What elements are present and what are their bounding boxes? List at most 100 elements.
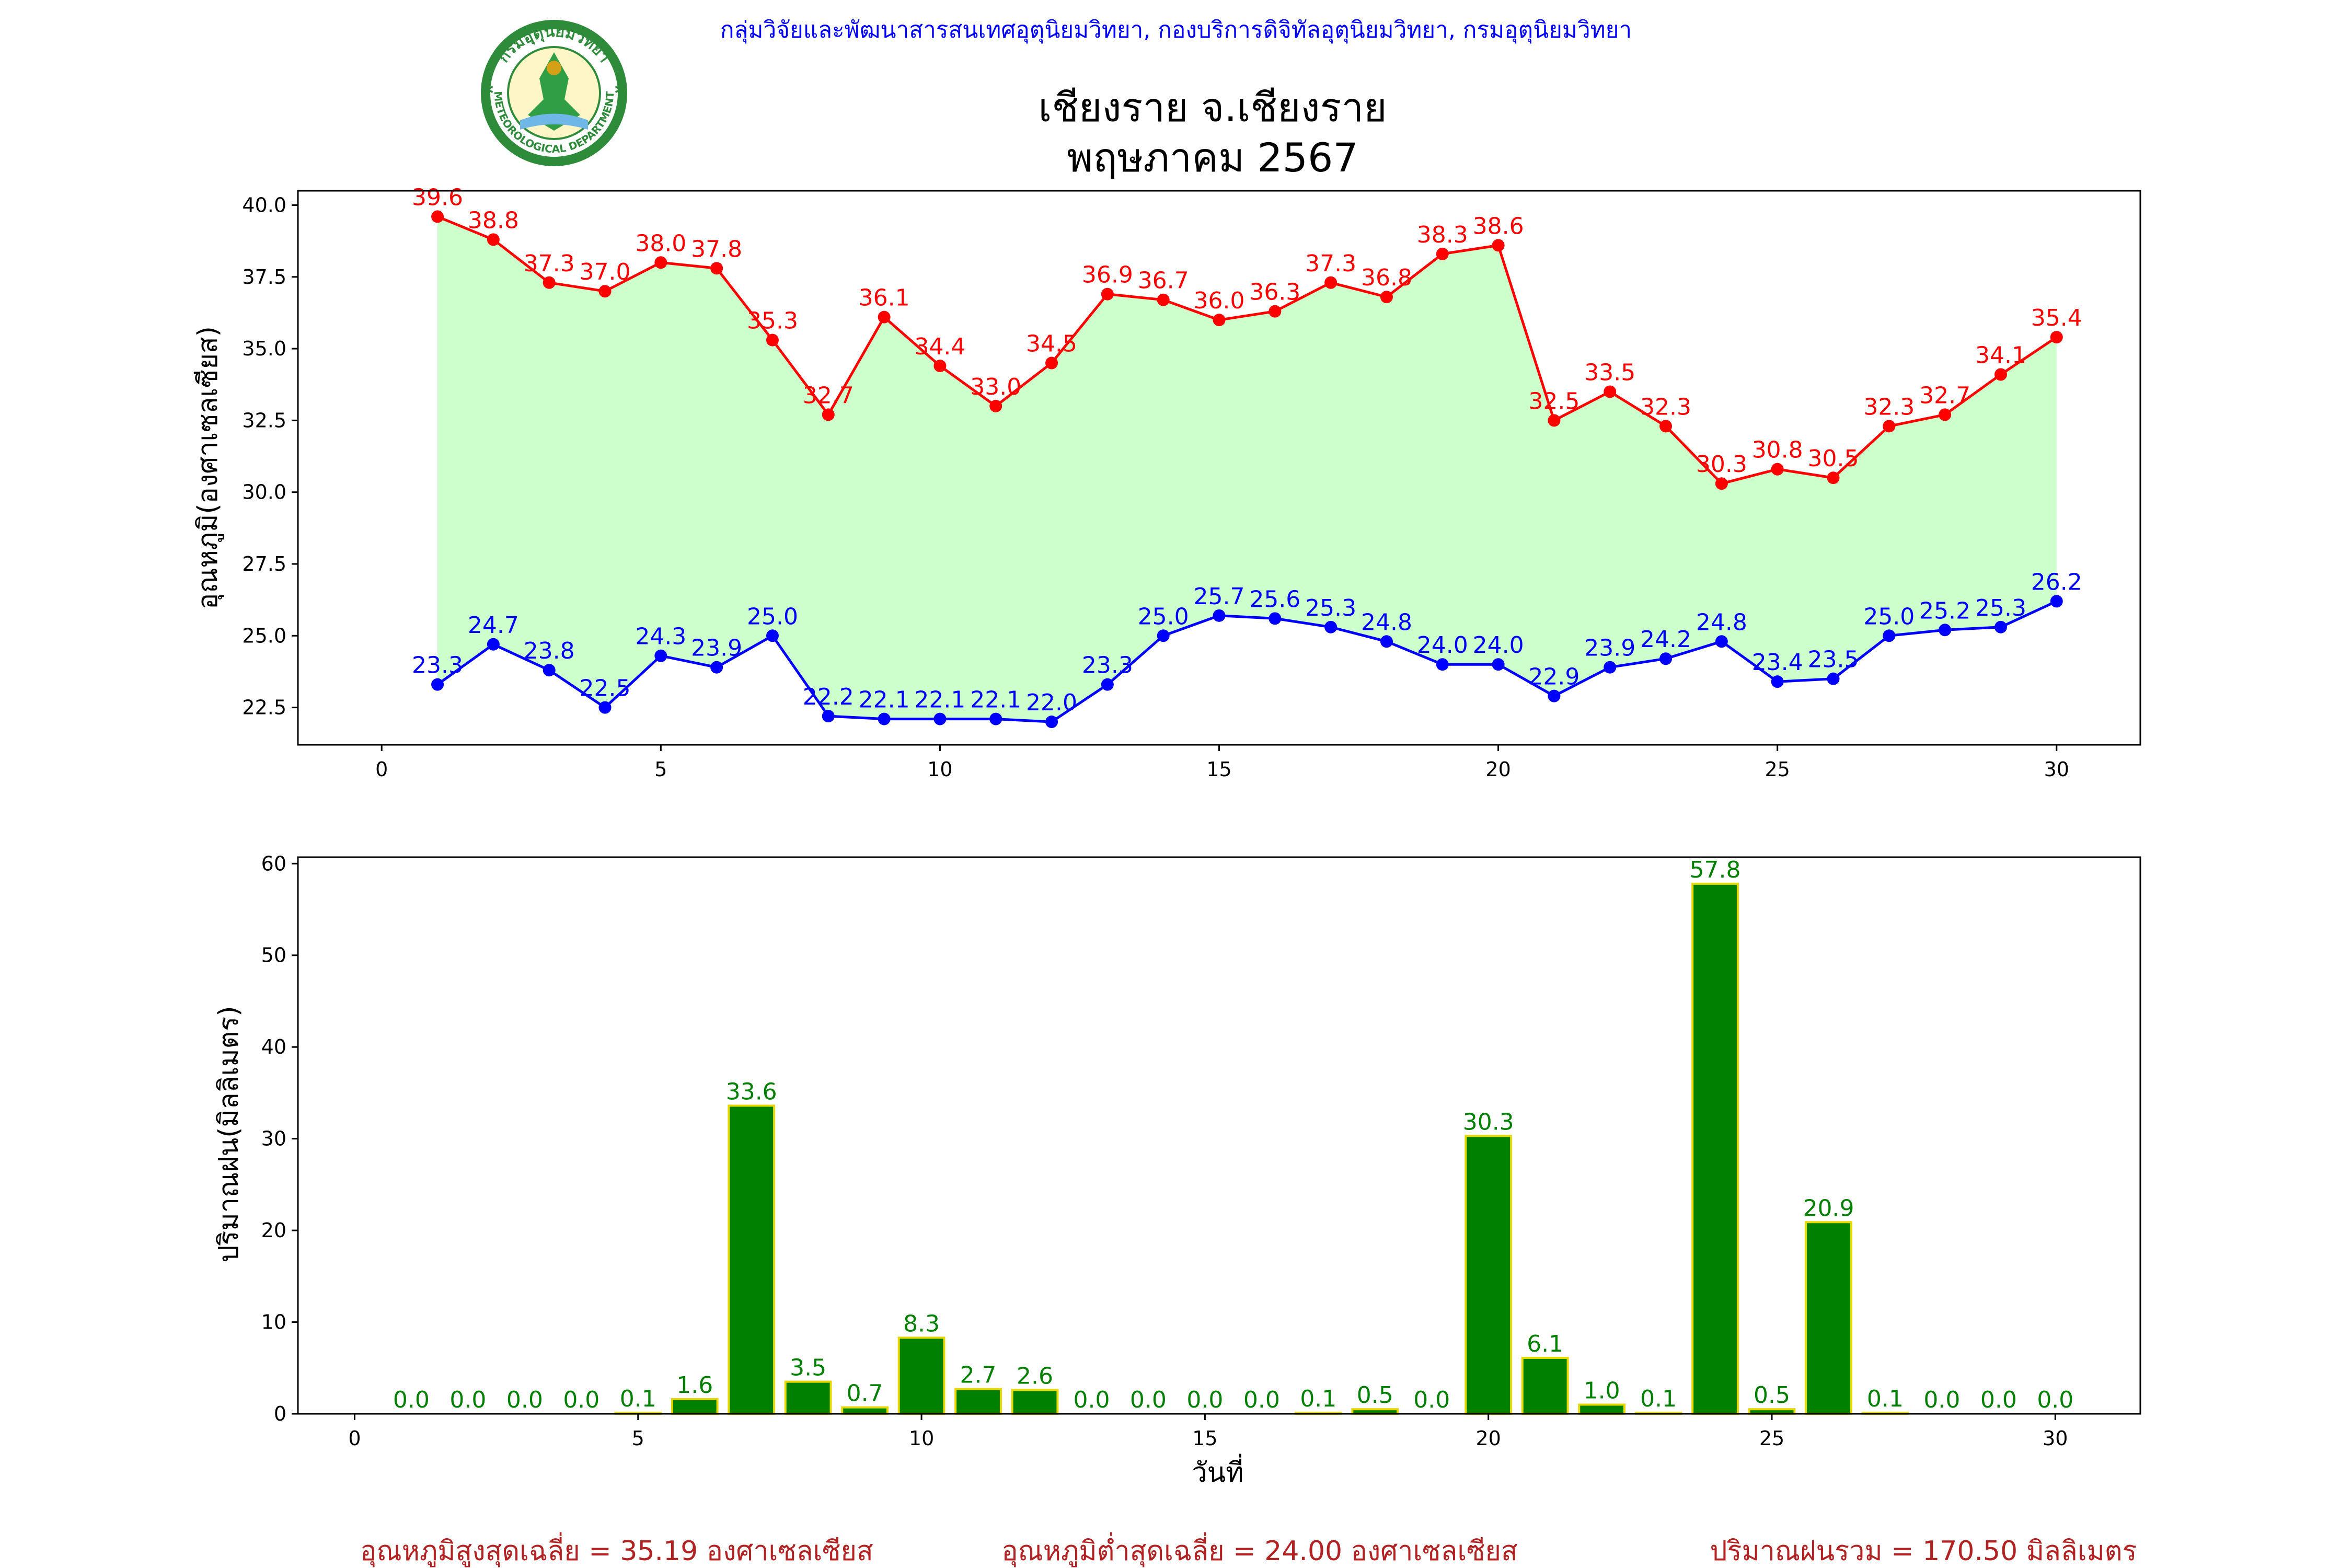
rain-y-tick-label: 50 <box>261 944 286 967</box>
rainfall-value-label: 2.6 <box>1017 1363 1053 1389</box>
max-temp-point <box>989 399 1002 412</box>
rainfall-bar <box>897 1336 946 1415</box>
max-temp-point <box>487 233 500 246</box>
min-temp-value-label: 22.5 <box>580 675 631 702</box>
max-temp-point <box>1939 408 1952 421</box>
min-temp-point <box>822 710 835 723</box>
rainfall-bar <box>1578 1403 1625 1415</box>
max-temperature-series: 39.638.837.3 37.038.0 37.835.332.736.134.4… <box>412 184 2082 490</box>
max-temp-value-label: 30.8 <box>1752 437 1803 464</box>
max-temp-value-label: 36.9 <box>1082 262 1133 289</box>
rainfall-value-label: 0.0 <box>2037 1387 2073 1413</box>
max-temp-value-label: 32.5 <box>1528 388 1579 414</box>
min-temp-value-label: 23.3 <box>1082 652 1133 679</box>
rainfall-value-labels: 0.0 0.0 0.0 0.0 0.1 1.6 33.6 3.5 0.7 8.3 2.7 2.6 0.0… <box>393 857 2073 1413</box>
min-temp-point <box>1659 652 1673 665</box>
min-temp-value-label: 25.2 <box>1919 597 1970 624</box>
rain-x-tick-label: 25 <box>1759 1427 1784 1450</box>
svg-text:✲: ✲ <box>481 81 494 99</box>
min-temp-point <box>1827 672 1840 685</box>
max-temp-value-label: 36.7 <box>1138 268 1189 294</box>
rainfall-value-label: 1.6 <box>676 1372 713 1399</box>
min-temp-value-label: 24.0 <box>1417 632 1468 659</box>
rainfall-value-label: 30.3 <box>1463 1109 1514 1135</box>
rainfall-y-axis: 0 10 20 30 40 50 60 <box>261 852 298 1425</box>
max-temp-point <box>1380 291 1393 304</box>
rainfall-value-label: 1.0 <box>1584 1377 1620 1404</box>
rainfall-bar <box>1691 882 1739 1415</box>
min-temp-value-label: 22.1 <box>970 687 1021 713</box>
max-temp-value-label: 32.7 <box>1919 382 1970 409</box>
temp-x-tick-label: 15 <box>1206 758 1231 781</box>
min-temp-value-label: 22.9 <box>1528 664 1579 690</box>
max-temp-value-label: 35.3 <box>747 308 798 335</box>
max-temp-point <box>1492 239 1505 252</box>
temp-x-tick-label: 10 <box>927 758 952 781</box>
min-temperature-series: 23.324.723.822.524.3 23.925.022.2 22.1 22.1… <box>412 569 2082 729</box>
rainfall-value-label: 0.5 <box>1754 1382 1790 1409</box>
max-temp-line <box>437 215 2058 485</box>
rainfall-value-label: 0.1 <box>1300 1386 1336 1412</box>
max-temp-point <box>933 360 947 373</box>
min-temp-line <box>436 600 2057 723</box>
min-temp-point <box>1604 661 1617 674</box>
rainfall-bar <box>728 1104 776 1415</box>
rainfall-bar <box>1465 1135 1513 1415</box>
min-temp-value-label: 22.1 <box>859 687 910 713</box>
min-temp-value-label: 22.1 <box>914 687 965 713</box>
max-temp-point <box>1604 385 1617 398</box>
temp-x-tick-label: 5 <box>654 758 667 781</box>
rainfall-value-label: 0.0 <box>449 1387 486 1413</box>
org-line: กลุ่มวิจัยและพัฒนาสารสนเทศอุตุนิยมวิทยา,… <box>720 17 1632 44</box>
max-temp-point <box>1045 356 1058 370</box>
temperature-panel: 39.638.837.3 37.038.0 37.835.332.736.134.4… <box>192 184 2141 781</box>
rainfall-y-label: ปริมาณฝน(มิลลิเมตร) <box>213 1006 245 1262</box>
max-temp-value-label: 36.3 <box>1249 279 1300 306</box>
min-temp-point <box>1548 689 1561 702</box>
min-temp-value-label: 25.0 <box>747 603 798 630</box>
min-temp-value-label: 24.8 <box>1696 609 1747 636</box>
max-temp-value-label: 36.1 <box>859 285 910 312</box>
max-temp-value-label: 32.3 <box>1640 394 1691 420</box>
rainfall-value-label: 20.9 <box>1803 1195 1854 1221</box>
min-temp-value-label: 23.4 <box>1752 649 1803 676</box>
min-temp-value-label: 25.3 <box>1305 595 1356 621</box>
rainfall-bar <box>784 1380 832 1415</box>
min-temp-point <box>878 712 891 725</box>
min-temp-point <box>1883 629 1896 642</box>
rainfall-bar <box>1521 1356 1569 1415</box>
rainfall-value-label: 33.6 <box>726 1078 777 1105</box>
total-rainfall: ปริมาณฝนรวม = 170.50 มิลลิเมตร <box>1710 1536 2137 1567</box>
temp-x-tick-label: 20 <box>1485 758 1511 781</box>
min-temp-value-label: 24.0 <box>1473 632 1524 659</box>
min-temp-value-label: 25.6 <box>1249 586 1300 613</box>
max-temp-point <box>1827 471 1840 485</box>
max-temp-point <box>1213 314 1226 327</box>
rainfall-value-label: 0.0 <box>1186 1387 1223 1413</box>
max-temp-point <box>543 276 556 289</box>
rain-y-tick-label: 40 <box>261 1035 286 1058</box>
rainfall-value-label: 6.1 <box>1527 1331 1563 1357</box>
max-temp-value-label: 37.3 <box>524 250 575 277</box>
temperature-y-axis: 22.5 25.0 27.5 30.0 32.5 35.0 37.5 40.0 <box>242 193 298 719</box>
rainfall-bar <box>1011 1389 1059 1415</box>
min-temp-value-label: 23.9 <box>1584 635 1635 662</box>
min-temp-value-label: 25.0 <box>1863 603 1915 630</box>
rain-x-tick-label: 0 <box>348 1427 361 1450</box>
min-temp-value-label: 23.9 <box>691 635 742 662</box>
min-temp-point <box>1715 635 1728 648</box>
rainfall-x-axis: 0 5 10 15 20 25 30 <box>348 1414 2068 1450</box>
temp-y-tick-label: 40.0 <box>242 193 286 216</box>
rainfall-value-label: 2.7 <box>960 1362 997 1389</box>
min-temp-value-label: 24.7 <box>468 612 519 639</box>
avg-max-temperature: อุณหภูมิสูงสุดเฉลี่ย = 35.19 องศาเซลเซีย… <box>360 1532 873 1567</box>
max-temp-value-label: 39.6 <box>412 184 463 211</box>
max-temp-point <box>878 310 891 324</box>
max-temp-value-label: 33.5 <box>1584 359 1635 386</box>
rain-y-tick-label: 0 <box>274 1402 286 1425</box>
svg-text:✲: ✲ <box>614 81 627 99</box>
max-temp-point <box>1771 463 1784 476</box>
min-temp-point <box>431 678 444 691</box>
rainfall-panel: 0.0 0.0 0.0 0.0 0.1 1.6 33.6 3.5 0.7 8.3 2.7 2.6 0.0… <box>213 852 2141 1489</box>
min-temp-value-label: 22.0 <box>1026 689 1077 716</box>
